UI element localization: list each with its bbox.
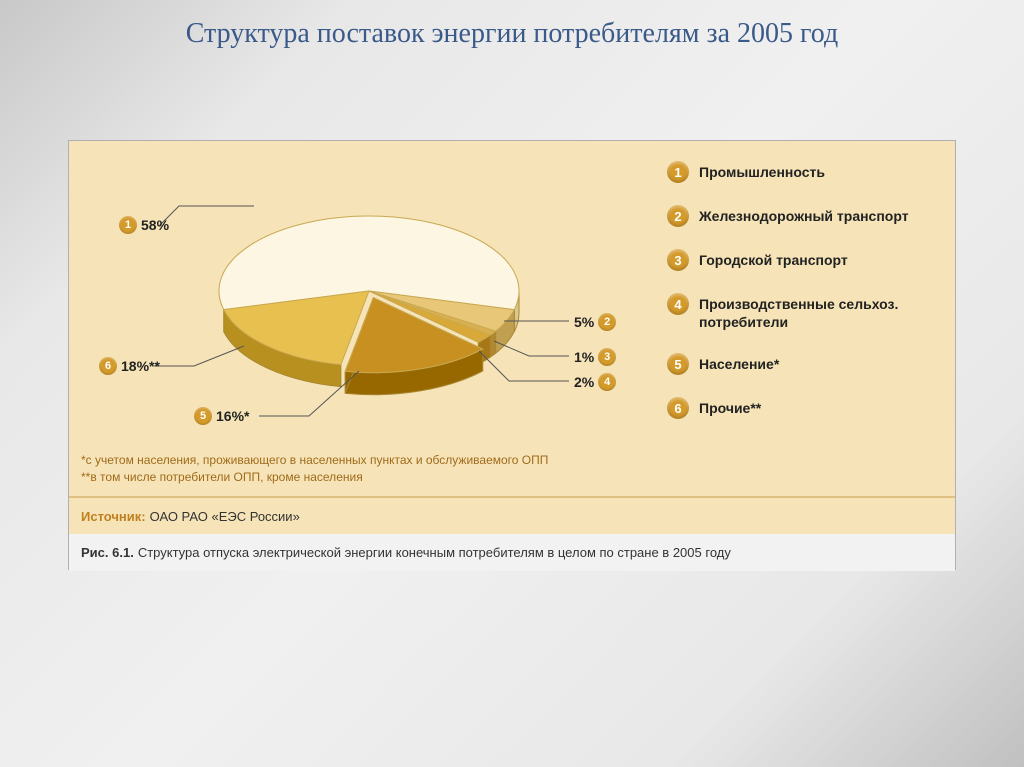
- pct-3: 1%: [574, 349, 594, 365]
- pct-4: 2%: [574, 374, 594, 390]
- page-title: Структура поставок энергии потребителям …: [0, 0, 1024, 50]
- footnote-2: **в том числе потребители ОПП, кроме нас…: [81, 469, 548, 486]
- legend-label-4: Производственные сельхоз. потребители: [699, 293, 937, 331]
- pct-2: 5%: [574, 314, 594, 330]
- legend-item-3: 3 Городской транспорт: [667, 249, 937, 271]
- callout-6: 6 18%**: [99, 357, 160, 375]
- legend-badge-5-icon: 5: [667, 353, 689, 375]
- source-row: Источник: ОАО РАО «ЕЭС России»: [69, 496, 955, 534]
- source-text: ОАО РАО «ЕЭС России»: [150, 509, 300, 524]
- caption-text: Структура отпуска электрической энергии …: [138, 545, 731, 560]
- legend-item-6: 6 Прочие**: [667, 397, 937, 419]
- legend-item-2: 2 Железнодорожный транспорт: [667, 205, 937, 227]
- pct-1: 58%: [141, 217, 169, 233]
- chart-body: 1 58% 5% 2 1% 3 2% 4 5 16%* 6 18%**: [69, 141, 955, 496]
- badge-1-icon: 1: [119, 216, 137, 234]
- pie-area: 1 58% 5% 2 1% 3 2% 4 5 16%* 6 18%**: [99, 171, 579, 431]
- chart-panel: 1 58% 5% 2 1% 3 2% 4 5 16%* 6 18%**: [68, 140, 956, 570]
- badge-3-icon: 3: [598, 348, 616, 366]
- footnotes: *с учетом населения, проживающего в насе…: [81, 452, 548, 486]
- caption-row: Рис. 6.1. Структура отпуска электрическо…: [69, 534, 955, 571]
- legend-item-4: 4 Производственные сельхоз. потребители: [667, 293, 937, 331]
- callout-1: 1 58%: [119, 216, 169, 234]
- badge-2-icon: 2: [598, 313, 616, 331]
- callout-2: 5% 2: [574, 313, 616, 331]
- source-label: Источник:: [81, 509, 146, 524]
- legend-label-1: Промышленность: [699, 161, 825, 181]
- legend-badge-1-icon: 1: [667, 161, 689, 183]
- leader-lines: [99, 171, 659, 451]
- callout-4: 2% 4: [574, 373, 616, 391]
- legend-badge-3-icon: 3: [667, 249, 689, 271]
- callout-3: 1% 3: [574, 348, 616, 366]
- legend-badge-6-icon: 6: [667, 397, 689, 419]
- legend-badge-2-icon: 2: [667, 205, 689, 227]
- legend-badge-4-icon: 4: [667, 293, 689, 315]
- badge-5-icon: 5: [194, 407, 212, 425]
- pct-5: 16%*: [216, 408, 249, 424]
- badge-6-icon: 6: [99, 357, 117, 375]
- legend-label-5: Население*: [699, 353, 779, 373]
- caption-label: Рис. 6.1.: [81, 545, 134, 560]
- legend-label-3: Городской транспорт: [699, 249, 848, 269]
- legend: 1 Промышленность 2 Железнодорожный транс…: [667, 161, 937, 441]
- pct-6: 18%**: [121, 358, 160, 374]
- legend-item-5: 5 Население*: [667, 353, 937, 375]
- badge-4-icon: 4: [598, 373, 616, 391]
- legend-item-1: 1 Промышленность: [667, 161, 937, 183]
- callout-5: 5 16%*: [194, 407, 249, 425]
- legend-label-6: Прочие**: [699, 397, 761, 417]
- footnote-1: *с учетом населения, проживающего в насе…: [81, 452, 548, 469]
- legend-label-2: Железнодорожный транспорт: [699, 205, 909, 225]
